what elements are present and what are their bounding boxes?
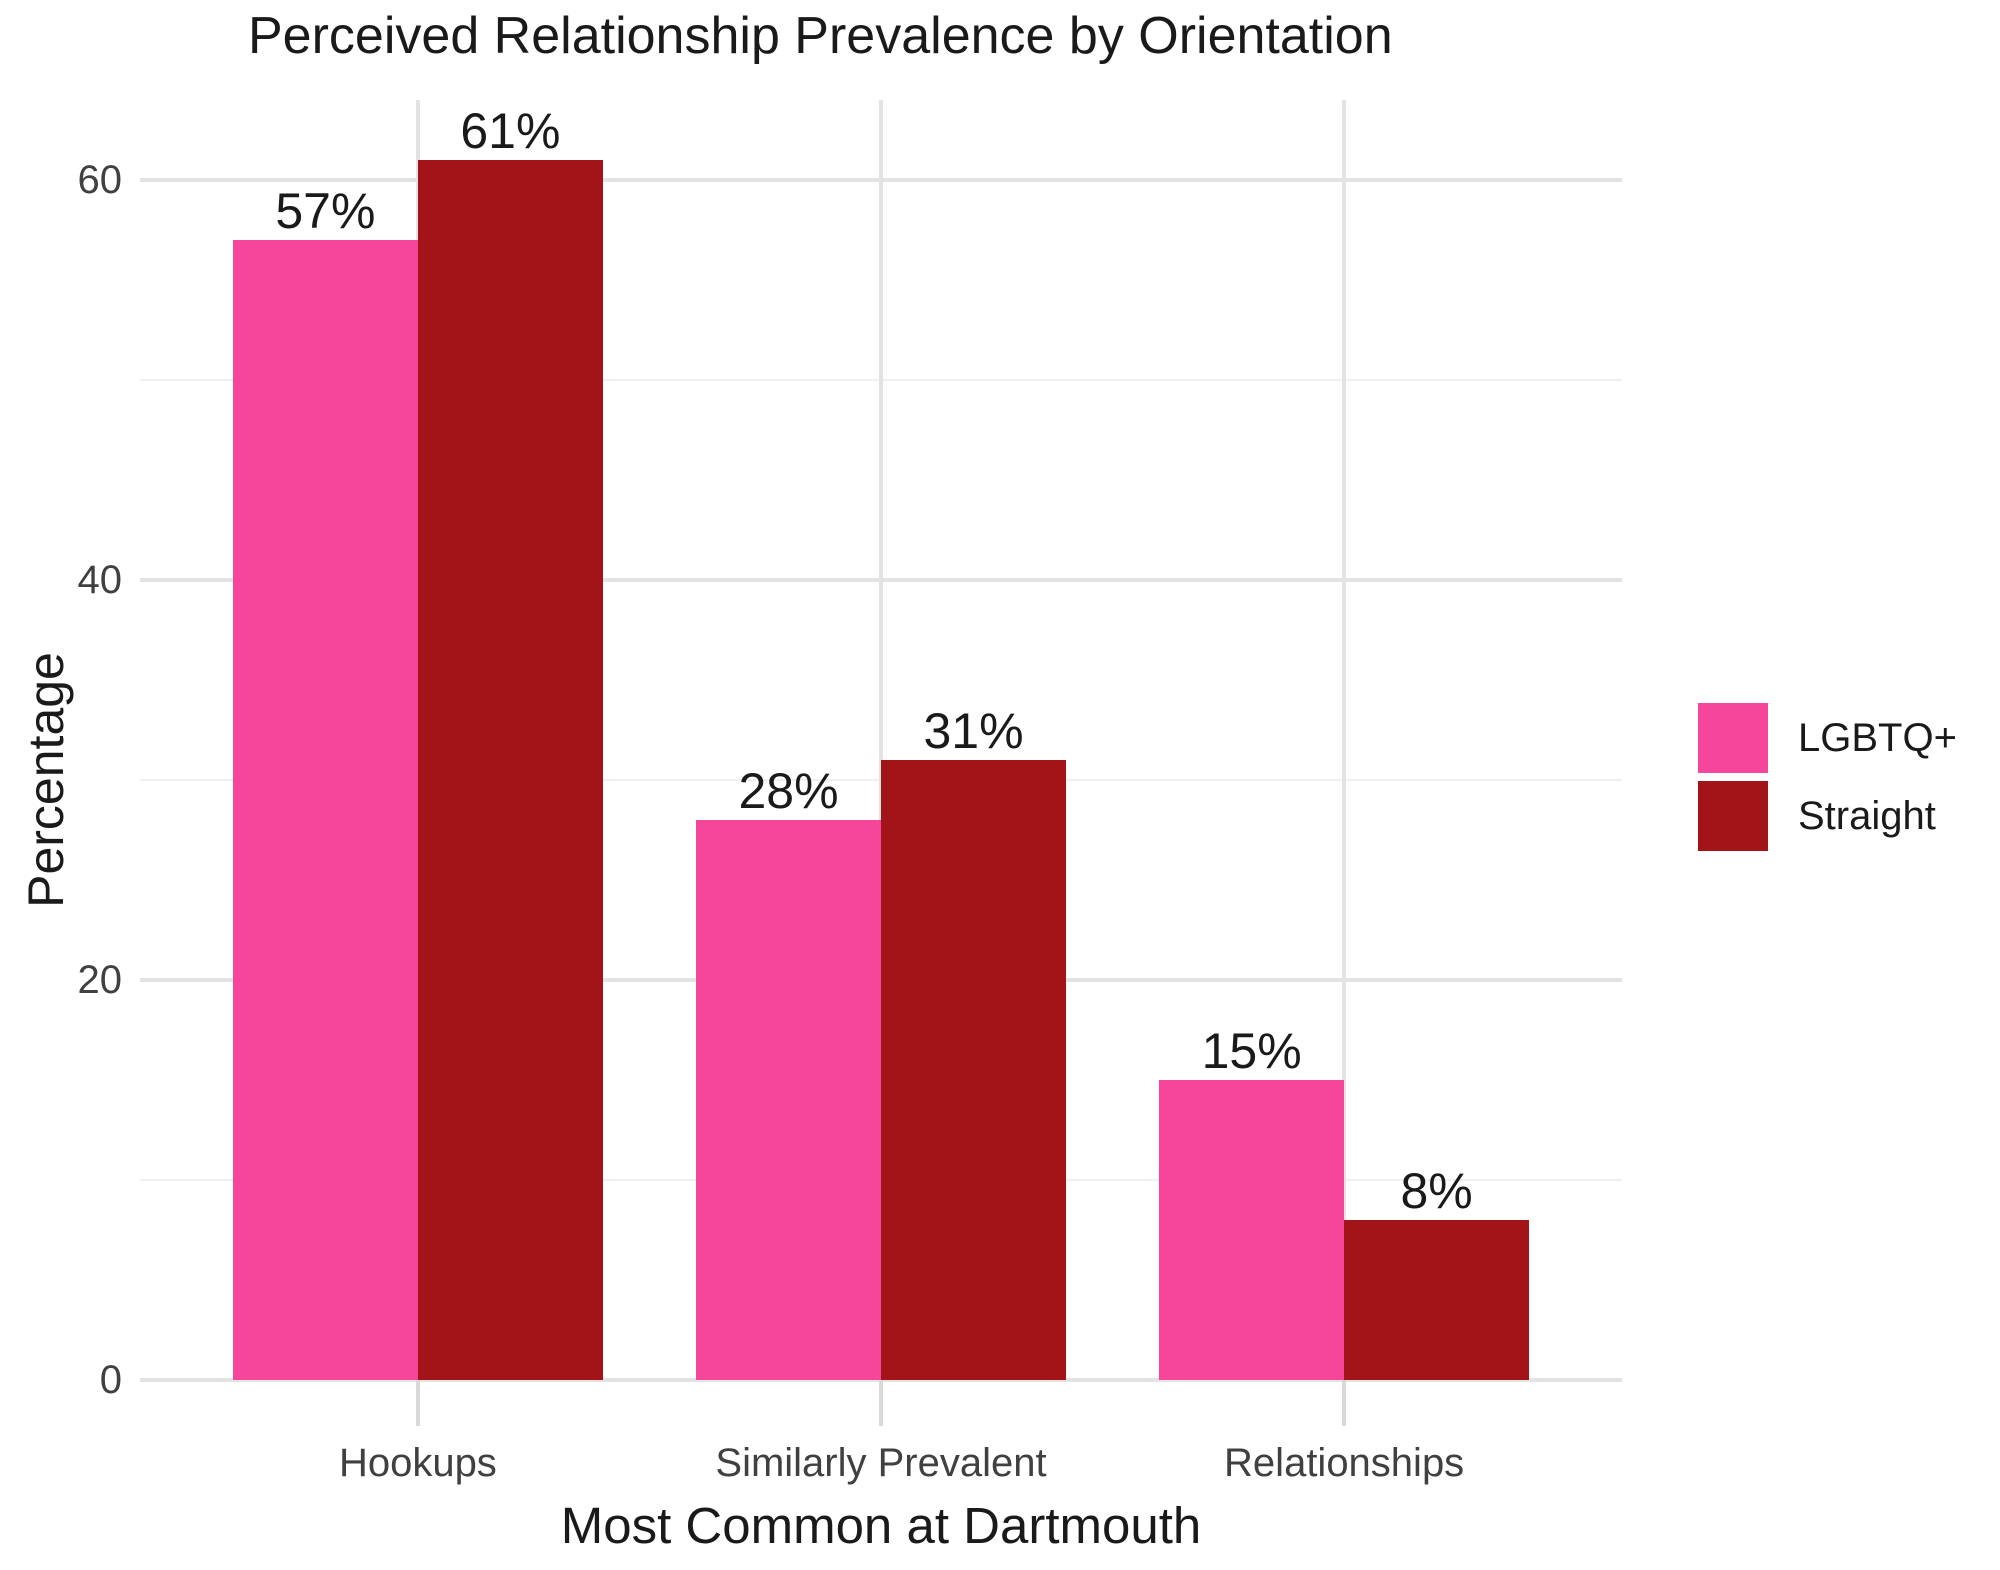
bar-value-label-straight-1: 61% [460,103,561,159]
x-axis-tick-3 [1342,1380,1347,1426]
legend-item-lgbtq: LGBTQ+ [1698,703,1957,773]
legend-swatch-straight [1698,781,1768,851]
legend: LGBTQ+ Straight [1698,703,1957,851]
y-axis-title: Percentage [18,652,74,908]
bar-value-label-straight-3: 8% [1400,1163,1473,1219]
x-axis-tick-2 [879,1380,883,1426]
bar-value-label-lgbtq-2: 28% [738,763,839,819]
x-category-label-1: Hookups [338,1441,497,1485]
y-tick-label-0: 0 [99,1358,122,1402]
bar-value-label-lgbtq-3: 15% [1201,1023,1302,1079]
bar-lgbtq-3 [1159,1080,1345,1380]
bar-value-label-straight-2: 31% [923,703,1024,759]
y-tick-label-60: 60 [77,158,123,202]
bar-straight-1 [417,160,603,1380]
chart-title: Perceived Relationship Prevalence by Ori… [248,7,1393,65]
legend-item-straight: Straight [1698,781,1957,851]
x-axis-title: Most Common at Dartmouth [560,1497,1202,1554]
bar-lgbtq-2 [696,820,881,1380]
bar-straight-3 [1344,1220,1530,1380]
gridline-major-x-2 [879,100,883,1380]
bar-straight-2 [881,760,1066,1380]
y-tick-label-40: 40 [77,558,123,602]
bar-lgbtq-1 [232,240,418,1380]
gridline-major-x-3 [1342,100,1347,1380]
x-axis-tick-1 [415,1380,420,1426]
legend-label-lgbtq: LGBTQ+ [1798,715,1957,760]
x-category-label-3: Relationships [1224,1441,1465,1485]
x-category-label-2: Similarly Prevalent [715,1441,1047,1485]
legend-label-straight: Straight [1798,793,1936,838]
y-tick-label-20: 20 [77,958,123,1002]
bar-value-label-lgbtq-1: 57% [275,183,376,239]
legend-swatch-lgbtq [1698,703,1768,773]
